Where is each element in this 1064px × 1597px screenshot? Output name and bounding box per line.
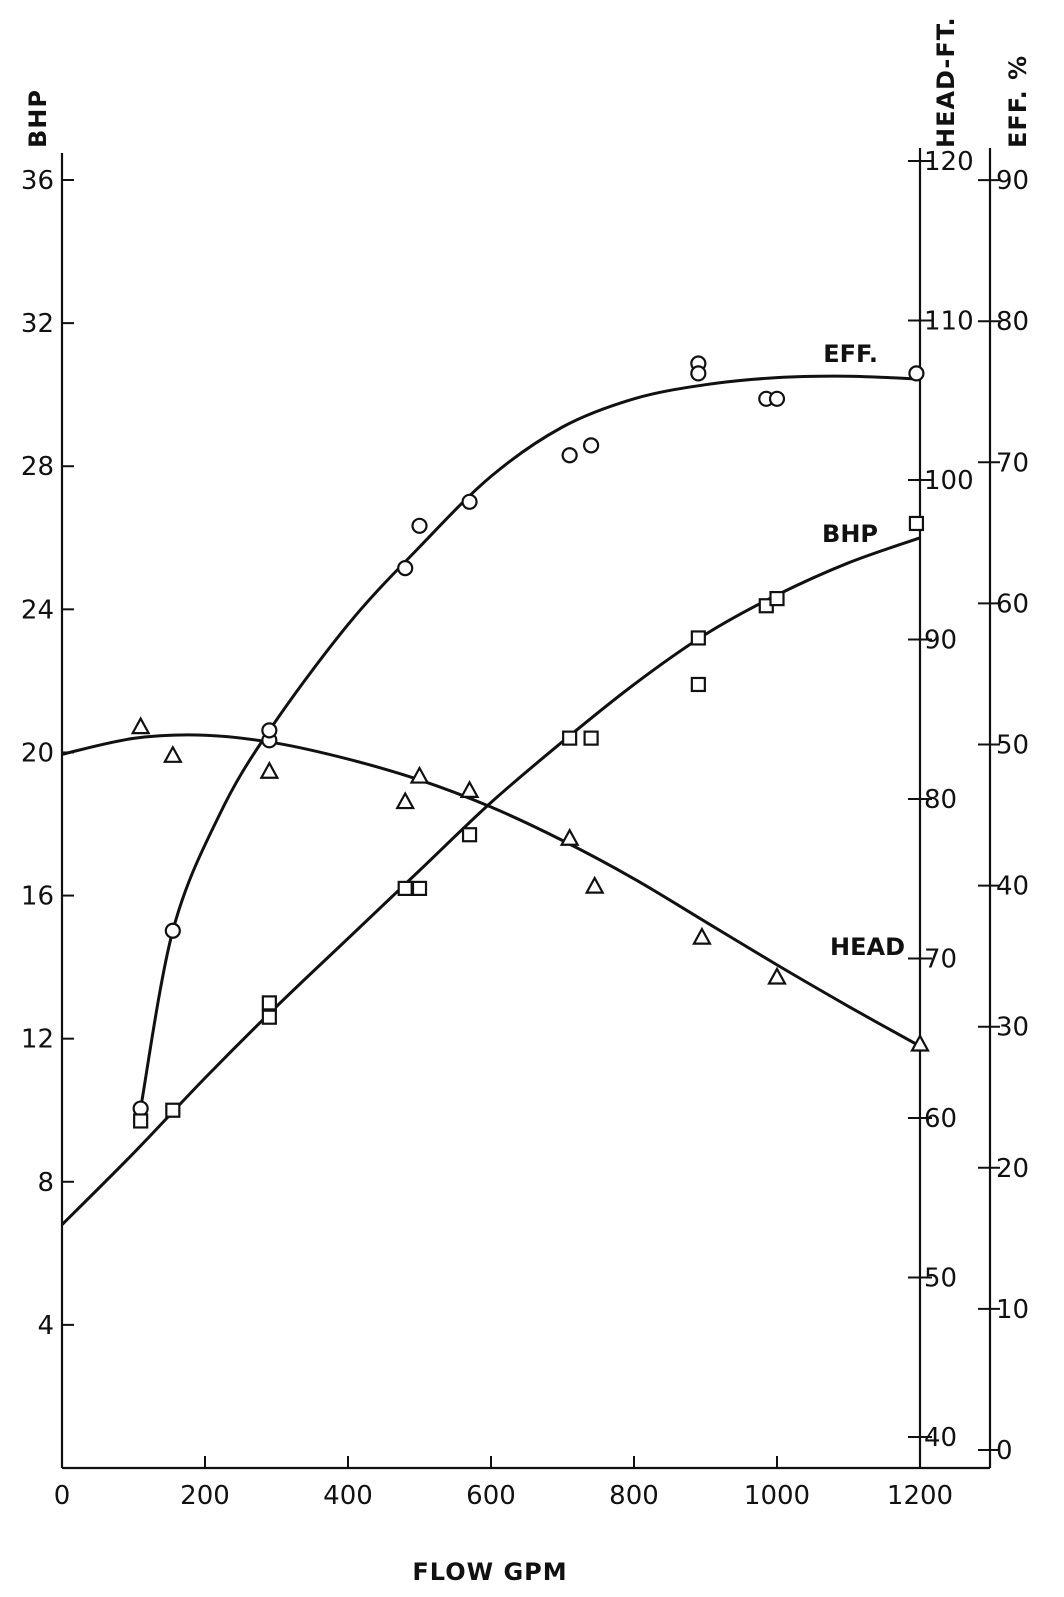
eff-tick-label: 80 [996,307,1029,337]
x-axis-title: FLOW GPM [412,1558,567,1586]
bhp-data-point [690,676,706,693]
bhp-data-point [908,515,925,532]
eff-data-point [397,560,414,577]
bhp-tick-label: 32 [21,309,54,339]
head-tick-label: 100 [924,466,974,496]
eff-data-point [461,493,478,510]
bhp-data-point [769,590,785,607]
head-data-point [459,780,480,799]
head-data-point [559,827,580,846]
head-axis-title: HEAD-FT. [932,16,960,148]
eff-tick-label: 30 [996,1013,1029,1043]
eff-data-point [164,922,181,939]
eff-axis-title: EFF. % [1004,55,1032,148]
head-data-point [395,791,416,810]
head-series-label: HEAD [830,933,905,961]
bhp-data-point [133,1113,149,1129]
bhp-data-point [261,1009,277,1025]
bhp-tick-label: 8 [37,1168,54,1198]
head-data-point [130,716,151,735]
labels-layer: FLOW GPM BHP HEAD-FT. EFF. % EFF. BHP HEAD [24,16,1032,1586]
axes-layer: 0 200 400 600 800 1000 12004812162024283236405… [21,147,1029,1511]
head-data-point [162,744,183,763]
bhp-tick-label: 16 [21,882,54,912]
bhp-data-point [165,1102,181,1118]
eff-data-point [690,365,707,382]
bhp-data-point [562,730,578,746]
eff-tick-label: 10 [996,1295,1029,1325]
head-tick-label: 110 [924,307,974,337]
x-tick-label: 1000 [744,1481,810,1511]
bhp-axis-title: BHP [24,89,52,148]
x-tick-label: 800 [609,1481,659,1511]
eff-data-point [561,447,578,464]
eff-data-point [582,437,600,454]
head-curve [61,733,921,1048]
head-tick-label: 90 [924,626,957,656]
bhp-tick-label: 4 [37,1311,54,1341]
head-data-point [767,966,787,985]
head-data-point [584,875,605,894]
bhp-tick-label: 36 [21,166,54,196]
eff-tick-label: 0 [996,1436,1013,1466]
head-tick-label: 50 [924,1264,957,1294]
bhp-data-point [461,827,478,843]
head-data-point [910,1033,930,1052]
x-tick-label: 1200 [887,1481,953,1511]
bhp-data-point [397,880,413,897]
eff-data-point [411,517,428,534]
head-tick-label: 60 [924,1104,957,1134]
bhp-data-point [690,630,706,646]
eff-tick-label: 60 [996,589,1029,619]
head-data-point [692,926,712,945]
eff-tick-label: 90 [996,166,1029,196]
x-tick-label: 600 [466,1481,516,1511]
bhp-tick-label: 24 [21,595,54,625]
eff-data-point [768,390,786,407]
markers-layer [130,355,930,1129]
bhp-series-label: BHP [822,520,878,548]
eff-tick-label: 70 [996,448,1029,478]
bhp-tick-label: 28 [21,452,54,482]
bhp-data-point [583,730,599,746]
bhp-data-point [261,995,277,1011]
x-tick-label: 0 [54,1481,71,1511]
eff-data-point [261,722,278,739]
head-tick-label: 40 [924,1423,957,1453]
bhp-tick-label: 20 [21,738,54,768]
x-tick-label: 200 [180,1481,230,1511]
eff-curve [139,374,921,1109]
head-data-point [259,760,280,779]
x-tick-label: 400 [323,1481,373,1511]
head-tick-label: 70 [924,945,957,975]
head-data-point [409,765,430,784]
bhp-data-point [411,880,428,897]
curves-layer [60,374,921,1226]
eff-tick-label: 40 [996,872,1029,902]
eff-tick-label: 20 [996,1154,1029,1184]
eff-series-label: EFF. [823,340,878,368]
head-tick-label: 80 [924,785,957,815]
eff-tick-label: 50 [996,731,1029,761]
eff-data-point [908,365,925,382]
bhp-tick-label: 12 [21,1025,54,1055]
head-tick-label: 120 [924,147,974,177]
